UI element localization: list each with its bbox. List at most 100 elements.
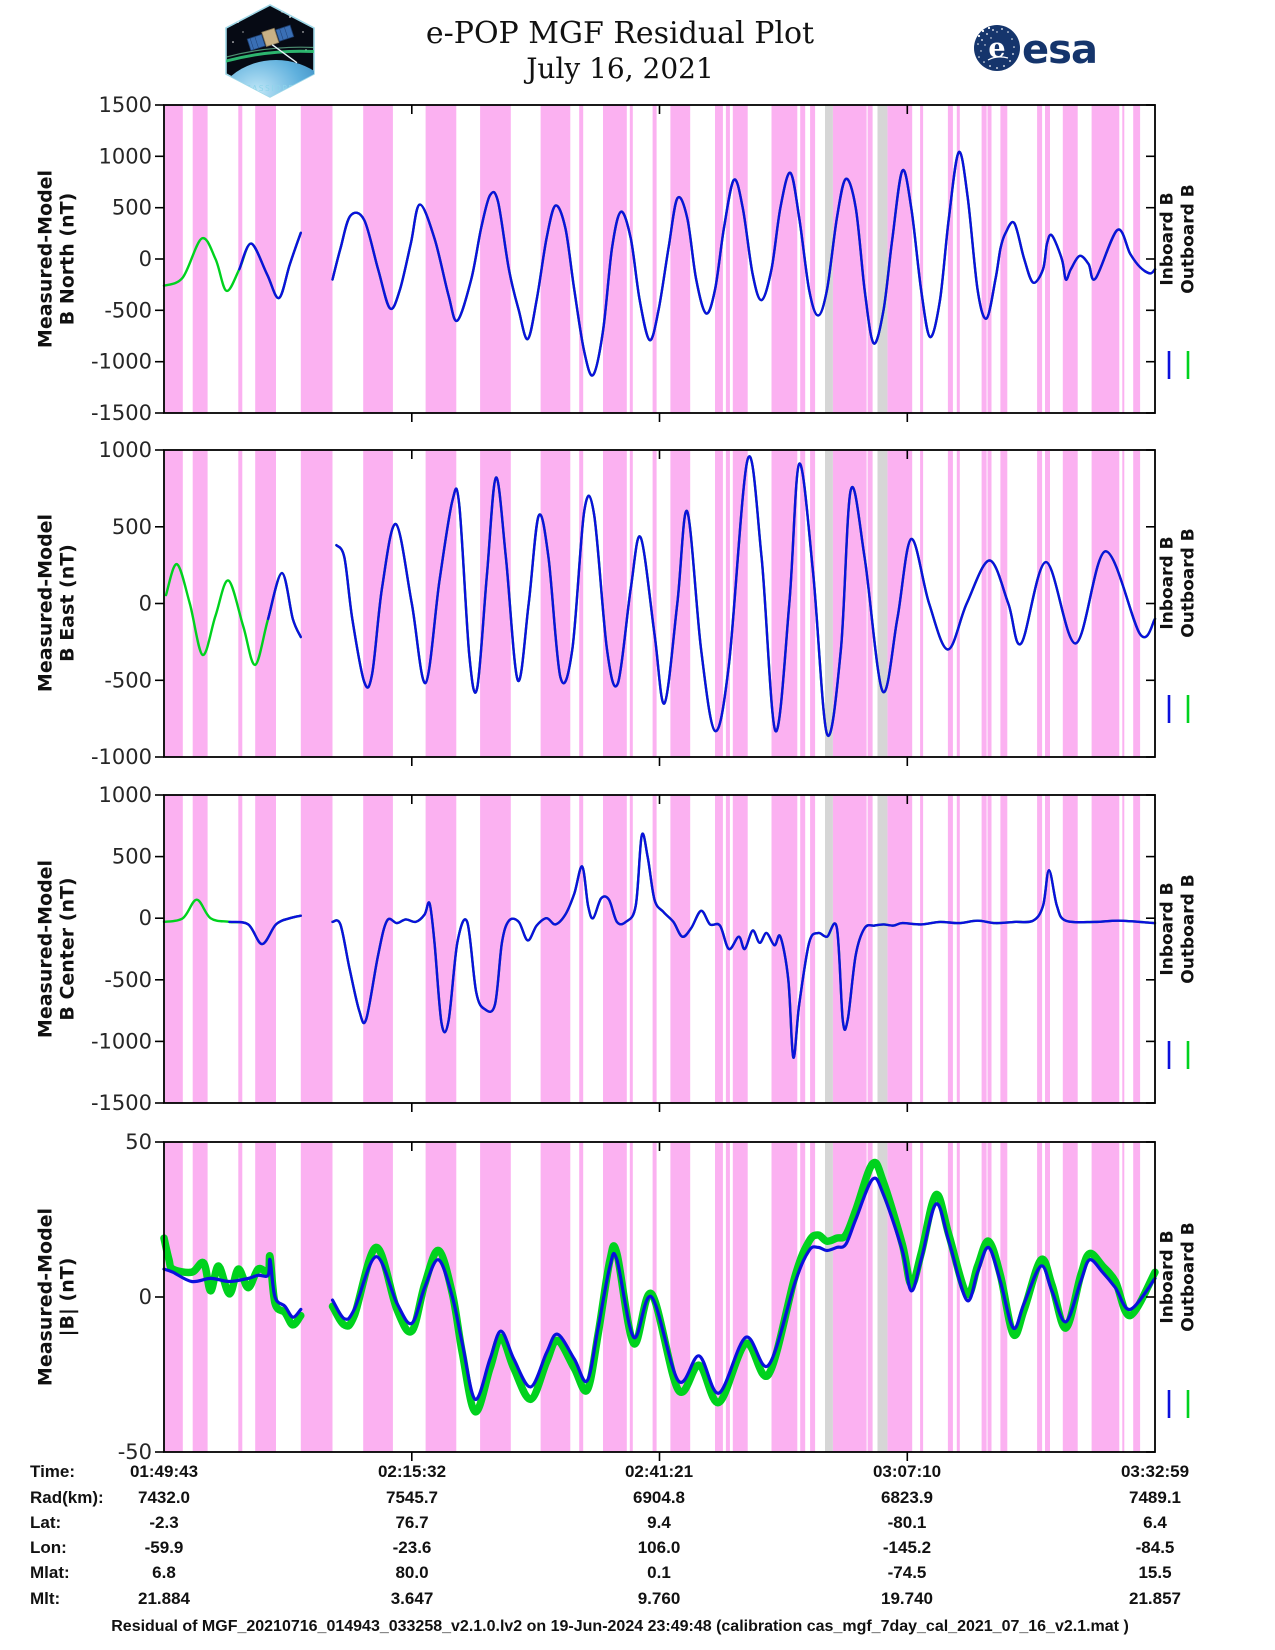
- telemetry-band-pink: [920, 795, 924, 1103]
- telemetry-band-pink: [579, 450, 584, 757]
- telemetry-band-pink: [725, 450, 730, 757]
- inboard-b-trace: [238, 231, 302, 300]
- y-tick-label: -500: [104, 298, 152, 322]
- cell: 9.760: [637, 1589, 681, 1608]
- telemetry-band-pink: [652, 450, 657, 757]
- telemetry-band-pink: [1133, 105, 1141, 413]
- chart-panel-b-magnitude: 50 0 -50: [118, 1130, 1190, 1464]
- telemetry-band-pink: [715, 1142, 723, 1452]
- telemetry-band-pink: [1091, 795, 1120, 1103]
- telemetry-band-pink: [800, 450, 806, 757]
- telemetry-band-pink: [480, 795, 511, 1103]
- y-tick-label: 500: [112, 196, 152, 220]
- ylabel-text: Measured-Model: [34, 513, 57, 693]
- y-tick-label: 0: [139, 247, 152, 271]
- cell: 9.4: [647, 1513, 671, 1532]
- inboard-b-trace: [331, 832, 1157, 1059]
- telemetry-band-pink: [1000, 795, 1008, 1103]
- telemetry-band-pink: [255, 795, 276, 1103]
- legend-panel-3: Inboard B Outboard B: [1157, 874, 1198, 983]
- chart-panel-b-east: 1000 500 0 -500 -1000: [91, 438, 1190, 769]
- inboard-b-trace: [331, 150, 1157, 377]
- y-tick-label: 1500: [99, 93, 152, 117]
- telemetry-band-pink: [192, 1142, 208, 1452]
- footer-calibration-text: Residual of MGF_20210716_014943_033258_v…: [111, 1618, 1129, 1635]
- telemetry-band-pink: [987, 1142, 992, 1452]
- telemetry-band-pink: [670, 1142, 691, 1452]
- telemetry-band-pink: [1062, 105, 1078, 413]
- telemetry-band-pink: [300, 795, 333, 1103]
- telemetry-band-gray: [877, 105, 888, 413]
- telemetry-band-pink: [165, 1142, 183, 1452]
- cell: 6.4: [1143, 1513, 1167, 1532]
- telemetry-band-pink: [238, 795, 243, 1103]
- telemetry-band-pink: [1037, 1142, 1043, 1452]
- legend-inboard-label: Inboard B: [1157, 536, 1178, 630]
- telemetry-band-pink: [987, 795, 992, 1103]
- telemetry-band-pink: [363, 1142, 393, 1452]
- telemetry-band-pink: [867, 105, 873, 413]
- cell: 7545.7: [386, 1488, 438, 1507]
- outboard-b-trace: [162, 231, 302, 300]
- telemetry-band-pink: [1037, 105, 1043, 413]
- telemetry-band-pink: [947, 795, 953, 1103]
- telemetry-band-pink: [629, 450, 633, 757]
- telemetry-band-pink: [800, 105, 806, 413]
- telemetry-band-pink: [425, 450, 457, 757]
- cell: 80.0: [395, 1563, 429, 1582]
- row-label: Mlat:: [30, 1563, 70, 1582]
- telemetry-band-pink: [732, 105, 748, 413]
- patch-label: CASSIOPE: [245, 84, 294, 93]
- telemetry-band-pink: [652, 105, 657, 413]
- telemetry-band-pink: [363, 795, 393, 1103]
- cell: 15.5: [1138, 1563, 1172, 1582]
- telemetry-band-pink: [1091, 105, 1120, 413]
- telemetry-band-pink: [1045, 450, 1050, 757]
- telemetry-band-pink: [603, 450, 627, 757]
- ylabel-text: Measured-Model: [34, 1207, 57, 1387]
- telemetry-band-pink: [920, 450, 924, 757]
- cell: -74.5: [887, 1563, 927, 1582]
- telemetry-band-pink: [981, 1142, 987, 1452]
- telemetry-band-pink: [165, 795, 183, 1103]
- telemetry-band-pink: [981, 450, 987, 757]
- telemetry-band-gray: [877, 1142, 888, 1452]
- inboard-b-trace: [228, 914, 302, 946]
- telemetry-band-gray: [825, 105, 833, 413]
- cell: -59.9: [144, 1538, 184, 1557]
- telemetry-band-pink: [670, 795, 691, 1103]
- telemetry-band-pink: [947, 1142, 953, 1452]
- outboard-b-trace: [164, 562, 302, 667]
- page-subtitle-date: July 16, 2021: [526, 52, 714, 85]
- legend-outboard-label: Outboard B: [1178, 1222, 1198, 1332]
- telemetry-band-pink: [810, 1142, 816, 1452]
- cell: 03:07:10: [872, 1462, 942, 1481]
- telemetry-band-pink: [255, 1142, 276, 1452]
- legend-inboard-label: Inboard B: [1157, 192, 1178, 286]
- outboard-b-trace: [160, 1234, 305, 1329]
- telemetry-band-gray: [877, 795, 888, 1103]
- telemetry-band-pink: [238, 450, 243, 757]
- telemetry-band-pink: [603, 1142, 627, 1452]
- y-tick-label: -1500: [91, 401, 152, 425]
- cell: 03:32:59: [1120, 1462, 1190, 1481]
- telemetry-band-pink: [920, 1142, 924, 1452]
- telemetry-band-pink: [1122, 795, 1125, 1103]
- telemetry-band-pink: [732, 795, 748, 1103]
- y-tick-label: 500: [112, 515, 152, 539]
- telemetry-band-pink: [1045, 795, 1050, 1103]
- telemetry-band-pink: [1133, 450, 1141, 757]
- chart-panel-b-north: 1500 1000 500 0 -500 -1000 -1500: [91, 93, 1190, 425]
- telemetry-band-pink: [1091, 1142, 1120, 1452]
- telemetry-band-pink: [1133, 1142, 1141, 1452]
- telemetry-band-pink: [867, 795, 873, 1103]
- telemetry-band-pink: [540, 450, 571, 757]
- telemetry-band-pink: [579, 1142, 584, 1452]
- y-tick-label: 1000: [99, 438, 152, 462]
- telemetry-band-pink: [987, 105, 992, 413]
- cell: 6.8: [152, 1563, 176, 1582]
- telemetry-band-pink: [867, 1142, 873, 1452]
- inboard-b-trace: [330, 1176, 1157, 1401]
- telemetry-band-pink: [300, 450, 333, 757]
- telemetry-band-pink: [956, 105, 960, 413]
